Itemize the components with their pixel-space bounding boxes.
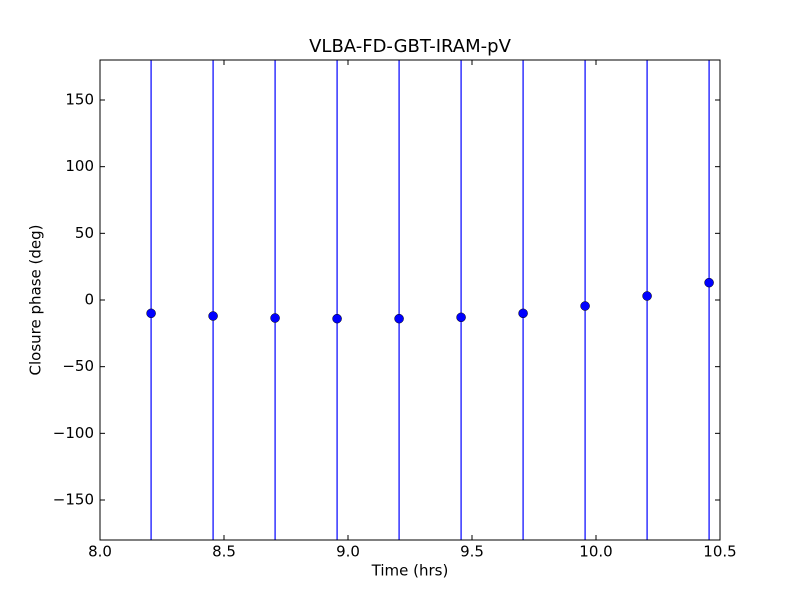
x-tick-label: 9.0: [336, 543, 360, 561]
y-axis-label: Closure phase (deg): [27, 225, 45, 376]
y-tick-label: 50: [75, 224, 94, 242]
y-tick-label: −100: [53, 424, 94, 442]
x-tick-label: 8.0: [88, 543, 112, 561]
data-point: [704, 277, 714, 288]
data-point: [394, 313, 404, 324]
plot-area: [146, 60, 714, 540]
data-point: [270, 313, 280, 323]
data-point: [518, 308, 528, 319]
y-tick-label: 100: [65, 157, 94, 175]
chart-title: VLBA-FD-GBT-IRAM-pV: [309, 36, 511, 57]
y-tick-label: −150: [53, 491, 94, 509]
x-tick-label: 10.0: [579, 543, 612, 561]
data-point: [332, 313, 342, 324]
y-tick-label: 0: [84, 291, 94, 309]
x-tick-label: 9.5: [460, 543, 484, 561]
y-tick-label: −50: [62, 357, 94, 375]
data-point: [456, 312, 466, 323]
data-point: [208, 311, 218, 321]
x-tick-label: 10.5: [703, 543, 736, 561]
x-axis-label: Time (hrs): [371, 562, 449, 580]
x-tick-label: 8.5: [212, 543, 236, 561]
data-point: [580, 301, 590, 311]
data-point: [642, 291, 652, 301]
axes-frame: [99, 59, 721, 541]
data-point: [146, 308, 156, 319]
y-tick-label: 150: [65, 91, 94, 109]
